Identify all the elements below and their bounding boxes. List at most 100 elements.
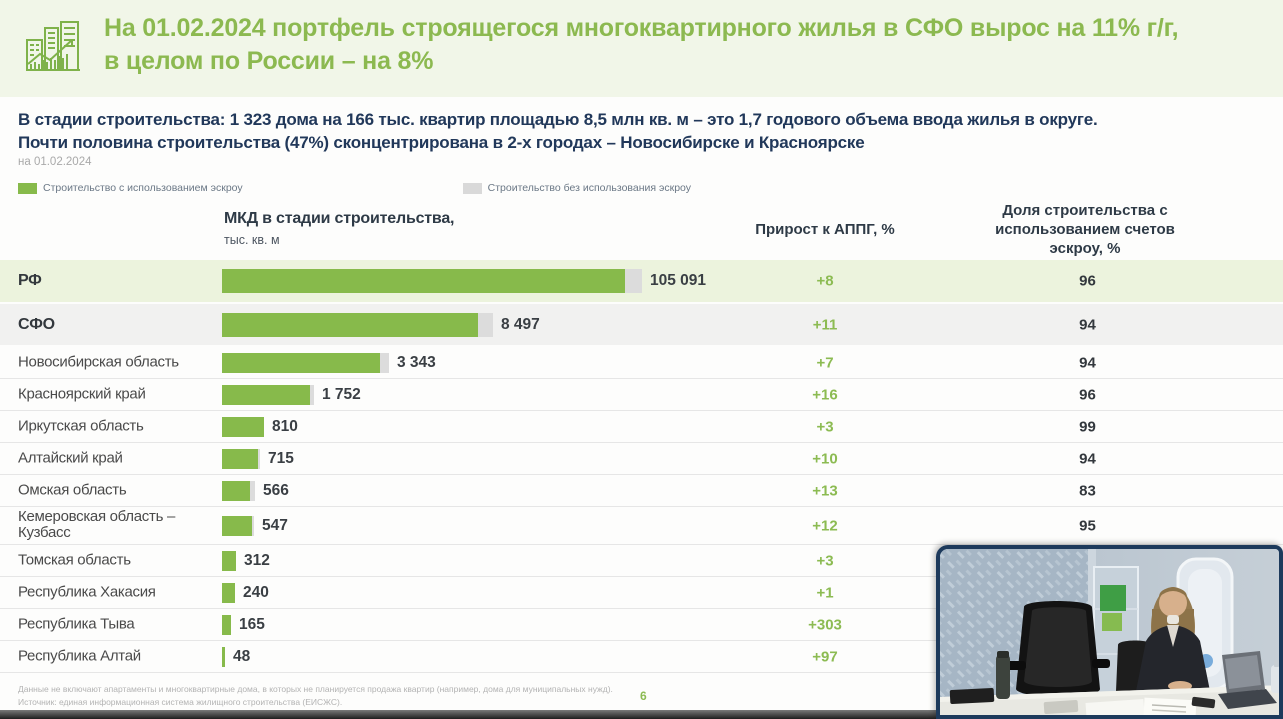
row-value: 3 343 — [397, 353, 436, 371]
slide-title-line2: в целом по России – на 8% — [104, 47, 434, 75]
row-label: Кемеровская область – Кузбасс — [18, 507, 175, 542]
chart-legend: Строительство с использованием эскроу Ст… — [18, 182, 691, 194]
row-share: 95 — [1079, 517, 1096, 534]
bar-escrow-segment — [222, 384, 310, 405]
table-row: РФ 105 091 +8 96 — [0, 260, 1283, 302]
row-growth: +3 — [816, 418, 834, 435]
row-value: 810 — [272, 417, 298, 435]
column-header-escrow-share: Доля строительства с использованием счет… — [995, 202, 1175, 257]
bar-non-escrow-segment — [310, 384, 314, 405]
bar-escrow-segment — [222, 550, 236, 571]
bar-escrow-segment — [222, 515, 252, 536]
bar-escrow-segment — [222, 269, 625, 293]
bar-escrow-segment — [222, 312, 478, 337]
row-value: 165 — [239, 615, 265, 633]
row-bar: 3 343 — [222, 351, 742, 375]
row-value: 715 — [268, 449, 294, 467]
row-label: Республика Хакасия — [18, 583, 156, 601]
legend-label-no-escrow: Строительство без использования эскроу — [487, 182, 692, 194]
row-bar: 165 — [222, 613, 742, 637]
row-growth: +1 — [816, 584, 834, 601]
row-label: Республика Тыва — [18, 615, 135, 633]
webcam-overlay[interactable] — [936, 545, 1283, 719]
table-row: Иркутская область 810 +3 99 — [0, 411, 1283, 443]
row-growth: +303 — [808, 616, 842, 633]
row-label: СФО — [18, 315, 55, 333]
slide-title: На 01.02.2024 портфель строящегося много… — [104, 12, 1264, 78]
row-label: Красноярский край — [18, 385, 146, 403]
row-growth: +10 — [812, 450, 838, 467]
row-growth: +11 — [812, 316, 838, 333]
table-row: Томская область 312 +3 — [0, 545, 1283, 577]
row-share: 96 — [1079, 386, 1096, 403]
page-number: 6 — [640, 689, 647, 703]
row-share: 83 — [1079, 482, 1096, 499]
row-share: 99 — [1079, 418, 1096, 435]
row-share: 94 — [1079, 316, 1096, 333]
bar-non-escrow-segment — [380, 352, 389, 373]
column-header-volume: МКД в стадии строительства, — [224, 210, 455, 227]
footnote-line2: Источник: единая информационная система … — [18, 696, 343, 707]
webcam-video-scene — [940, 549, 1279, 715]
row-bar: 105 091 — [222, 269, 742, 293]
date-note: на 01.02.2024 — [18, 156, 92, 168]
row-value: 105 091 — [650, 272, 707, 289]
row-share: 94 — [1079, 354, 1096, 371]
row-bar: 312 — [222, 549, 742, 573]
table-row: СФО 8 497 +11 94 — [0, 304, 1283, 345]
row-share: 94 — [1079, 450, 1096, 467]
row-growth: +7 — [816, 354, 834, 371]
row-value: 240 — [243, 583, 269, 601]
row-bar: 547 — [222, 514, 742, 538]
bar-non-escrow-segment — [478, 312, 493, 337]
bottom-toolbar-strip — [0, 710, 1283, 719]
webcam-presenter — [1136, 587, 1210, 691]
table-row: Алтайский край 715 +10 94 — [0, 443, 1283, 475]
row-bar: 566 — [222, 479, 742, 503]
row-bar: 810 — [222, 415, 742, 439]
row-value: 547 — [262, 516, 288, 534]
row-bar: 8 497 — [222, 312, 742, 337]
subtitle-line2: Почти половина строительства (47%) сконц… — [18, 132, 865, 152]
slide-title-line1: На 01.02.2024 портфель строящегося много… — [104, 14, 1179, 42]
slide-header: На 01.02.2024 портфель строящегося много… — [0, 0, 1283, 97]
legend-item-escrow: Строительство с использованием эскроу — [18, 182, 243, 194]
webcam-office-chair — [1006, 601, 1110, 697]
row-value: 48 — [233, 647, 251, 665]
table-row: Республика Алтай 48 +97 — [0, 641, 1283, 673]
slide-subtitle: В стадии строительства: 1 323 дома на 16… — [18, 109, 1268, 155]
bar-escrow-segment — [222, 614, 231, 635]
footnote: Данные не включают апартаменты и многокв… — [18, 683, 613, 709]
legend-swatch-green — [18, 182, 37, 194]
legend-item-no-escrow: Строительство без использования эскроу — [462, 182, 692, 194]
bar-non-escrow-segment — [258, 448, 260, 469]
row-bar: 48 — [222, 645, 742, 669]
row-label: Республика Алтай — [18, 647, 141, 665]
row-growth: +97 — [812, 648, 838, 665]
column-header-volume-unit: тыс. кв. м — [224, 233, 280, 247]
bar-escrow-segment — [222, 582, 235, 603]
footnote-line1: Данные не включают апартаменты и многокв… — [18, 684, 613, 694]
row-growth: +16 — [812, 386, 838, 403]
row-growth: +3 — [816, 552, 834, 569]
row-value: 8 497 — [501, 315, 540, 333]
bar-escrow-segment — [222, 480, 250, 501]
bar-non-escrow-segment — [250, 480, 255, 501]
webcam-desk-items — [949, 651, 1279, 715]
row-growth: +12 — [812, 517, 838, 534]
row-bar: 715 — [222, 447, 742, 471]
table-row: Республика Хакасия 240 +1 — [0, 577, 1283, 609]
row-share: 96 — [1079, 272, 1096, 290]
row-bar: 1 752 — [222, 383, 742, 407]
bar-non-escrow-segment — [252, 515, 254, 536]
row-growth: +8 — [816, 272, 834, 290]
table-row: Республика Тыва 165 +303 — [0, 609, 1283, 641]
row-value: 1 752 — [322, 385, 361, 403]
row-value: 312 — [244, 551, 270, 569]
subtitle-line1: В стадии строительства: 1 323 дома на 16… — [18, 110, 1098, 129]
row-label: Иркутская область — [18, 417, 144, 435]
row-growth: +13 — [812, 482, 838, 499]
bar-non-escrow-segment — [625, 269, 642, 293]
row-bar: 240 — [222, 581, 742, 605]
